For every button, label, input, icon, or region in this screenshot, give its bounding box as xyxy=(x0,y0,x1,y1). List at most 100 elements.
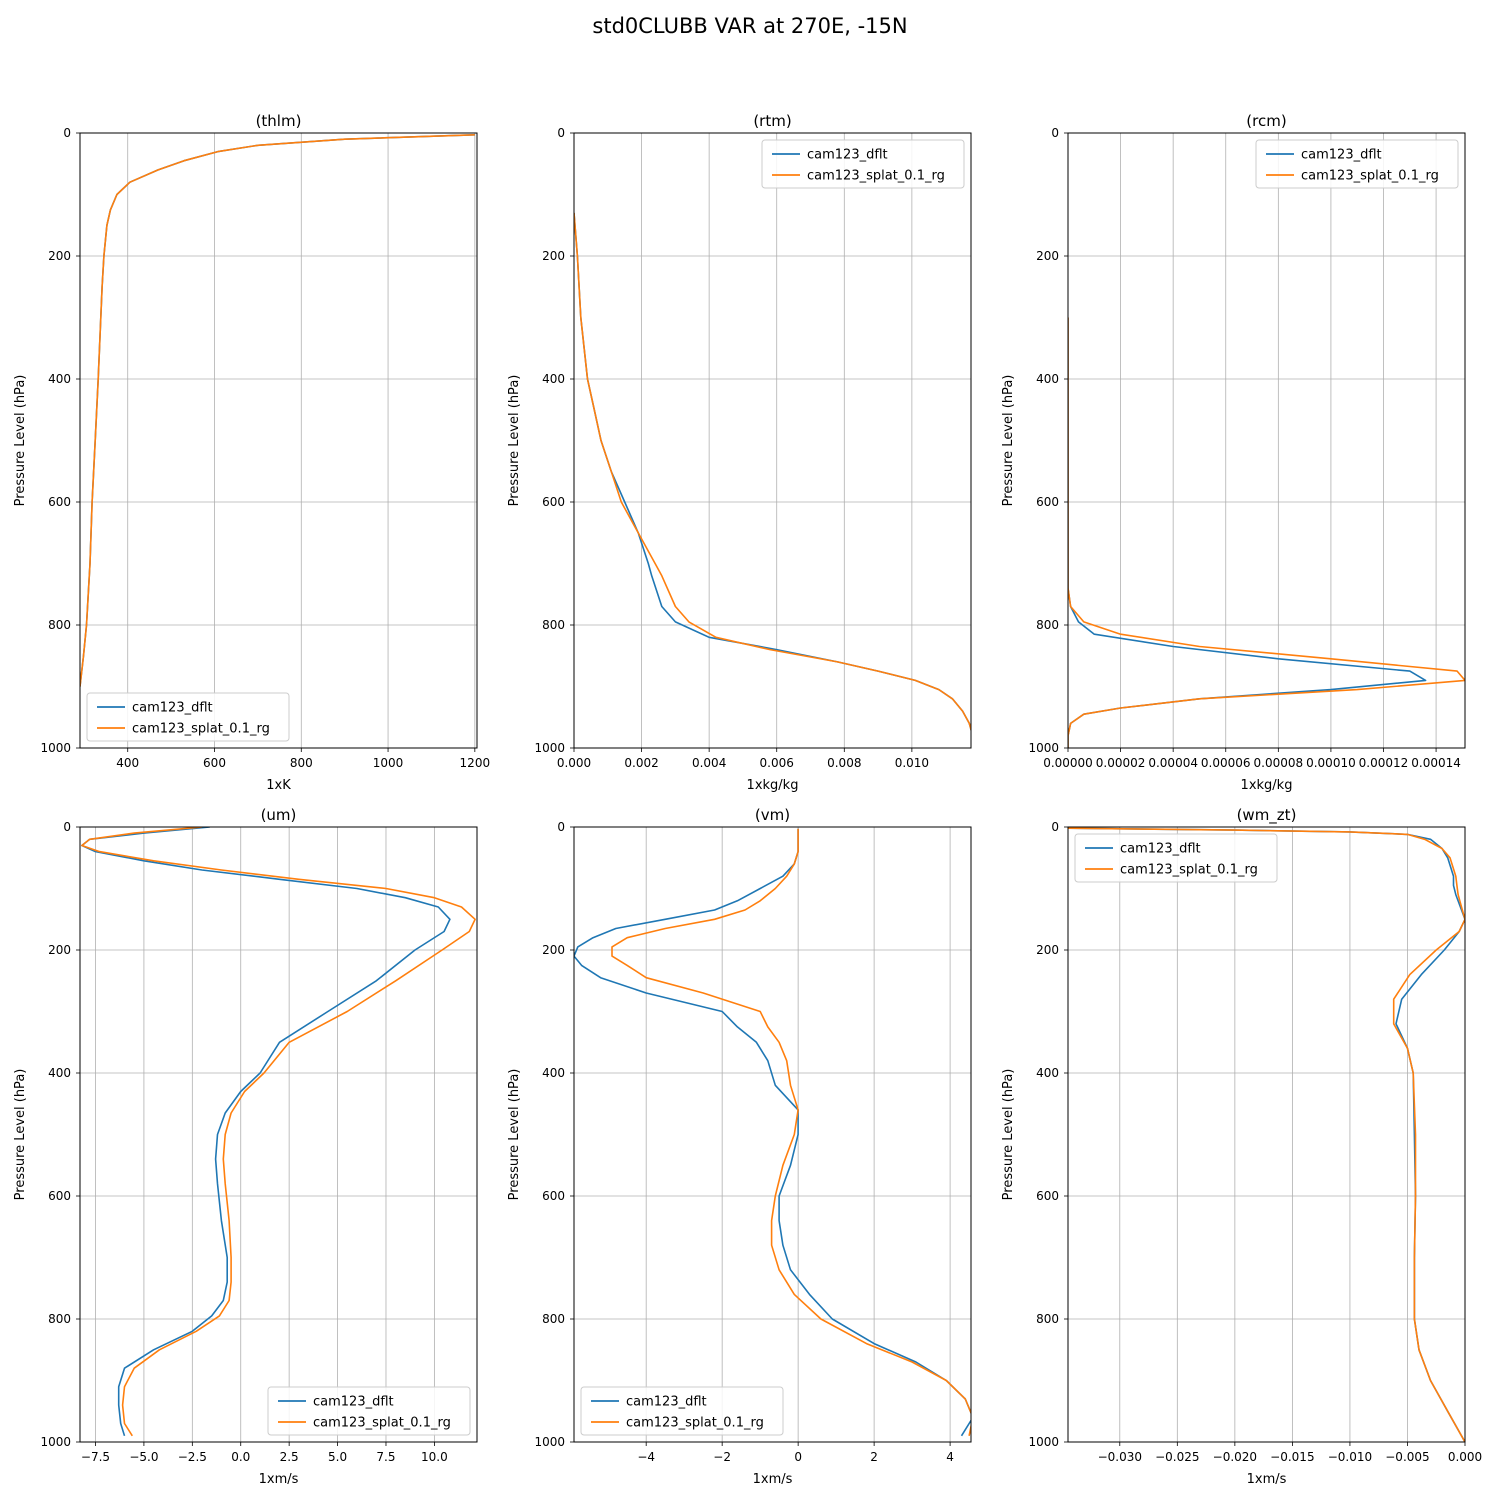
y-tick-label: 200 xyxy=(48,943,71,957)
x-tick-label: 0.00002 xyxy=(1096,756,1146,770)
panel-title: (thlm) xyxy=(256,112,302,130)
series-group xyxy=(80,134,475,687)
x-tick-label: 0.00006 xyxy=(1201,756,1251,770)
x-axis-label: 1xm/s xyxy=(259,1472,299,1487)
legend: cam123_dflt cam123_splat_0.1_rg xyxy=(761,139,965,189)
x-tick-label: 1200 xyxy=(460,756,491,770)
series-group xyxy=(1068,317,1465,748)
y-tick-label: 1000 xyxy=(534,741,565,755)
axes-frame xyxy=(79,132,478,749)
axes-frame xyxy=(79,826,478,1443)
chart-panel-1: 0.000 0.002 0.004 0.006 0.008 0.010 0 200 400 600… xyxy=(507,112,972,793)
y-tick-label: 400 xyxy=(1036,1066,1059,1080)
y-tick-label: 200 xyxy=(1036,943,1059,957)
series-line-cam123_dflt xyxy=(80,134,475,687)
y-tick-label: 0 xyxy=(557,820,565,834)
x-tick-label: 10.0 xyxy=(421,1450,448,1464)
legend-label: cam123_splat_0.1_rg xyxy=(313,1416,451,1431)
chart-panel-3: −7.5 −5.0 −2.5 0.0 2.5 5.0 7.5 10.0 0 200 400 600 80… xyxy=(13,806,478,1487)
y-axis-label: Pressure Level (hPa) xyxy=(1001,375,1016,507)
chart-panel-4: −4 −2 0 2 4 0 200 400 600 800 1000 (vm) 1xm/s Pressur… xyxy=(507,806,972,1487)
x-tick-label: −7.5 xyxy=(81,1450,110,1464)
legend-label: cam123_splat_0.1_rg xyxy=(807,169,945,184)
legend: cam123_dflt cam123_splat_0.1_rg xyxy=(86,692,290,742)
y-axis-label: Pressure Level (hPa) xyxy=(13,375,28,507)
x-axis-label: 1xkg/kg xyxy=(1241,778,1293,793)
x-tick-label: 0.006 xyxy=(760,756,794,770)
y-tick-label: 0 xyxy=(1051,126,1059,140)
x-tick-label: 7.5 xyxy=(376,1450,395,1464)
series-line-cam123_splat_0.1_rg xyxy=(1068,317,1465,748)
x-tick-label: 0.000 xyxy=(557,756,591,770)
series-group xyxy=(1068,827,1465,1442)
y-tick-label: 400 xyxy=(48,372,71,386)
x-tick-label: −5.0 xyxy=(129,1450,158,1464)
x-tick-label: 2 xyxy=(870,1450,878,1464)
series-line-cam123_dflt xyxy=(1068,317,1427,748)
x-tick-label: −0.010 xyxy=(1328,1450,1372,1464)
x-tick-label: −0.025 xyxy=(1155,1450,1199,1464)
legend-box xyxy=(1255,139,1459,189)
y-tick-label: 400 xyxy=(1036,372,1059,386)
series-line-cam123_dflt xyxy=(1068,827,1465,1442)
legend: cam123_dflt cam123_splat_0.1_rg xyxy=(580,1386,784,1436)
x-tick-label: 5.0 xyxy=(328,1450,347,1464)
legend-label: cam123_dflt xyxy=(626,1395,707,1410)
legend-label: cam123_dflt xyxy=(807,148,888,163)
legend: cam123_dflt cam123_splat_0.1_rg xyxy=(1074,833,1278,883)
legend-box xyxy=(1074,833,1278,883)
x-axis-label: 1xK xyxy=(266,778,291,793)
panel-title: (um) xyxy=(261,806,297,824)
series-line-cam123_splat_0.1_rg xyxy=(81,827,476,1437)
x-tick-label: −0.030 xyxy=(1098,1450,1142,1464)
legend-box xyxy=(86,692,290,742)
chart-panel-2: 0.00000 0.00002 0.00004 0.00006 0.00008 0.000… xyxy=(1001,112,1466,793)
panel-title: (wm_zt) xyxy=(1237,806,1297,825)
x-tick-label: 0.00004 xyxy=(1148,756,1198,770)
y-tick-label: 200 xyxy=(1036,249,1059,263)
series-line-cam123_splat_0.1_rg xyxy=(611,828,971,1436)
x-tick-label: 0.002 xyxy=(624,756,658,770)
y-tick-label: 200 xyxy=(542,943,565,957)
legend-box xyxy=(761,139,965,189)
panel-title: (rtm) xyxy=(753,112,791,130)
legend-label: cam123_splat_0.1_rg xyxy=(626,1416,764,1431)
y-tick-label: 400 xyxy=(48,1066,71,1080)
series-line-cam123_dflt xyxy=(574,212,971,733)
y-tick-label: 600 xyxy=(48,495,71,509)
series-line-cam123_dflt xyxy=(574,828,971,1437)
y-tick-label: 1000 xyxy=(1028,1435,1059,1449)
legend-label: cam123_splat_0.1_rg xyxy=(1301,169,1439,184)
axes-frame xyxy=(573,132,972,749)
x-tick-label: 0 xyxy=(794,1450,802,1464)
x-tick-label: −2.5 xyxy=(178,1450,207,1464)
y-tick-label: 1000 xyxy=(534,1435,565,1449)
y-tick-label: 600 xyxy=(542,1189,565,1203)
x-tick-label: 4 xyxy=(946,1450,954,1464)
legend-box xyxy=(580,1386,784,1436)
x-tick-label: 0.00000 xyxy=(1043,756,1093,770)
x-tick-label: 0.010 xyxy=(895,756,929,770)
y-tick-label: 0 xyxy=(63,820,71,834)
series-group xyxy=(81,827,476,1437)
legend-label: cam123_dflt xyxy=(313,1395,394,1410)
series-group xyxy=(574,212,971,733)
y-tick-label: 800 xyxy=(48,618,71,632)
y-tick-label: 1000 xyxy=(1028,741,1059,755)
y-axis-label: Pressure Level (hPa) xyxy=(507,375,522,507)
series-line-cam123_splat_0.1_rg xyxy=(1068,827,1465,1442)
x-tick-label: 0.00012 xyxy=(1359,756,1409,770)
x-tick-label: 0.00014 xyxy=(1411,756,1461,770)
legend-label: cam123_splat_0.1_rg xyxy=(1120,863,1258,878)
y-tick-label: 600 xyxy=(1036,1189,1059,1203)
y-axis-label: Pressure Level (hPa) xyxy=(13,1069,28,1201)
y-tick-label: 800 xyxy=(1036,618,1059,632)
y-tick-label: 1000 xyxy=(40,741,71,755)
series-line-cam123_splat_0.1_rg xyxy=(574,212,971,733)
y-axis-label: Pressure Level (hPa) xyxy=(507,1069,522,1201)
y-tick-label: 0 xyxy=(1051,820,1059,834)
x-tick-label: 0.004 xyxy=(692,756,726,770)
legend: cam123_dflt cam123_splat_0.1_rg xyxy=(267,1386,471,1436)
